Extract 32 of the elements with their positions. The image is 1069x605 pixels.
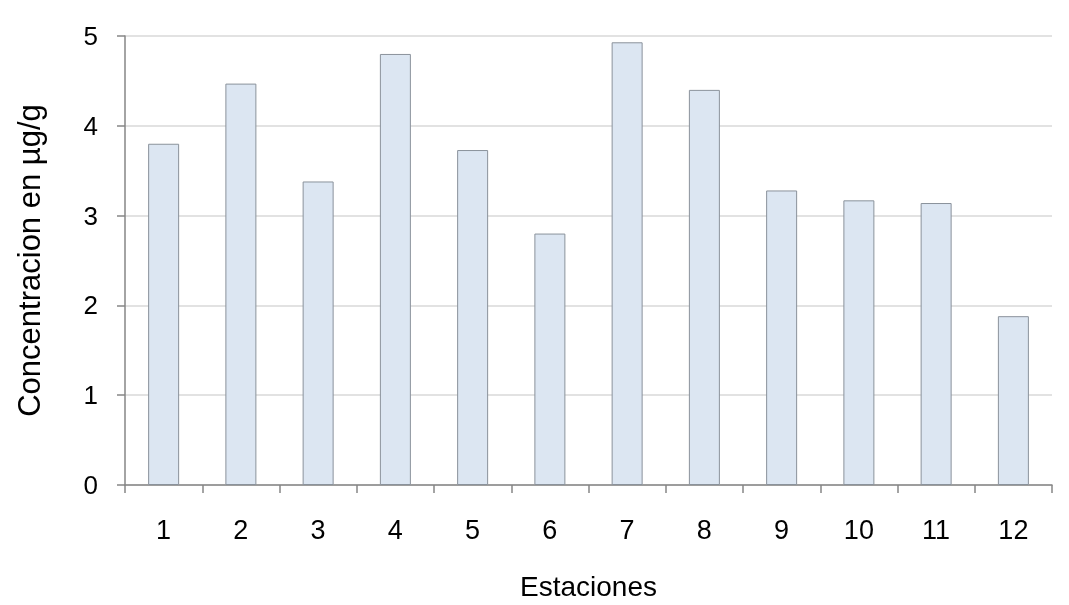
bar xyxy=(302,181,334,485)
x-tick-label: 11 xyxy=(922,514,951,545)
x-tick-label: 10 xyxy=(843,514,874,545)
bar xyxy=(225,83,257,485)
bar xyxy=(997,316,1029,485)
y-tick-label: 1 xyxy=(83,380,98,411)
y-tick-label: 0 xyxy=(83,470,98,500)
x-tick-label: 7 xyxy=(619,514,635,545)
bar xyxy=(920,203,952,485)
y-axis-title: Concentracion en µg/g xyxy=(12,104,47,417)
bar xyxy=(843,200,875,485)
y-tick-label: 4 xyxy=(83,110,98,141)
x-tick-label: 6 xyxy=(542,514,558,545)
x-tick-label: 2 xyxy=(233,514,249,545)
x-tick-label: 8 xyxy=(696,514,712,545)
x-tick-label: 3 xyxy=(310,514,326,545)
y-tick-label: 2 xyxy=(83,290,98,321)
bar xyxy=(611,42,643,485)
x-tick-label: 1 xyxy=(156,514,172,545)
bar xyxy=(379,53,411,485)
x-tick-label: 12 xyxy=(998,514,1029,545)
bar xyxy=(534,233,566,485)
y-tick-label: 5 xyxy=(83,21,98,51)
bar xyxy=(457,150,489,485)
y-tick-label: 3 xyxy=(83,200,98,231)
x-tick-label: 4 xyxy=(387,514,403,545)
bar xyxy=(148,143,180,485)
bar xyxy=(688,89,720,485)
bar xyxy=(766,190,798,485)
x-axis-title: Estaciones xyxy=(520,570,657,602)
x-tick-label: 5 xyxy=(465,514,481,545)
x-tick-label: 9 xyxy=(774,514,790,545)
